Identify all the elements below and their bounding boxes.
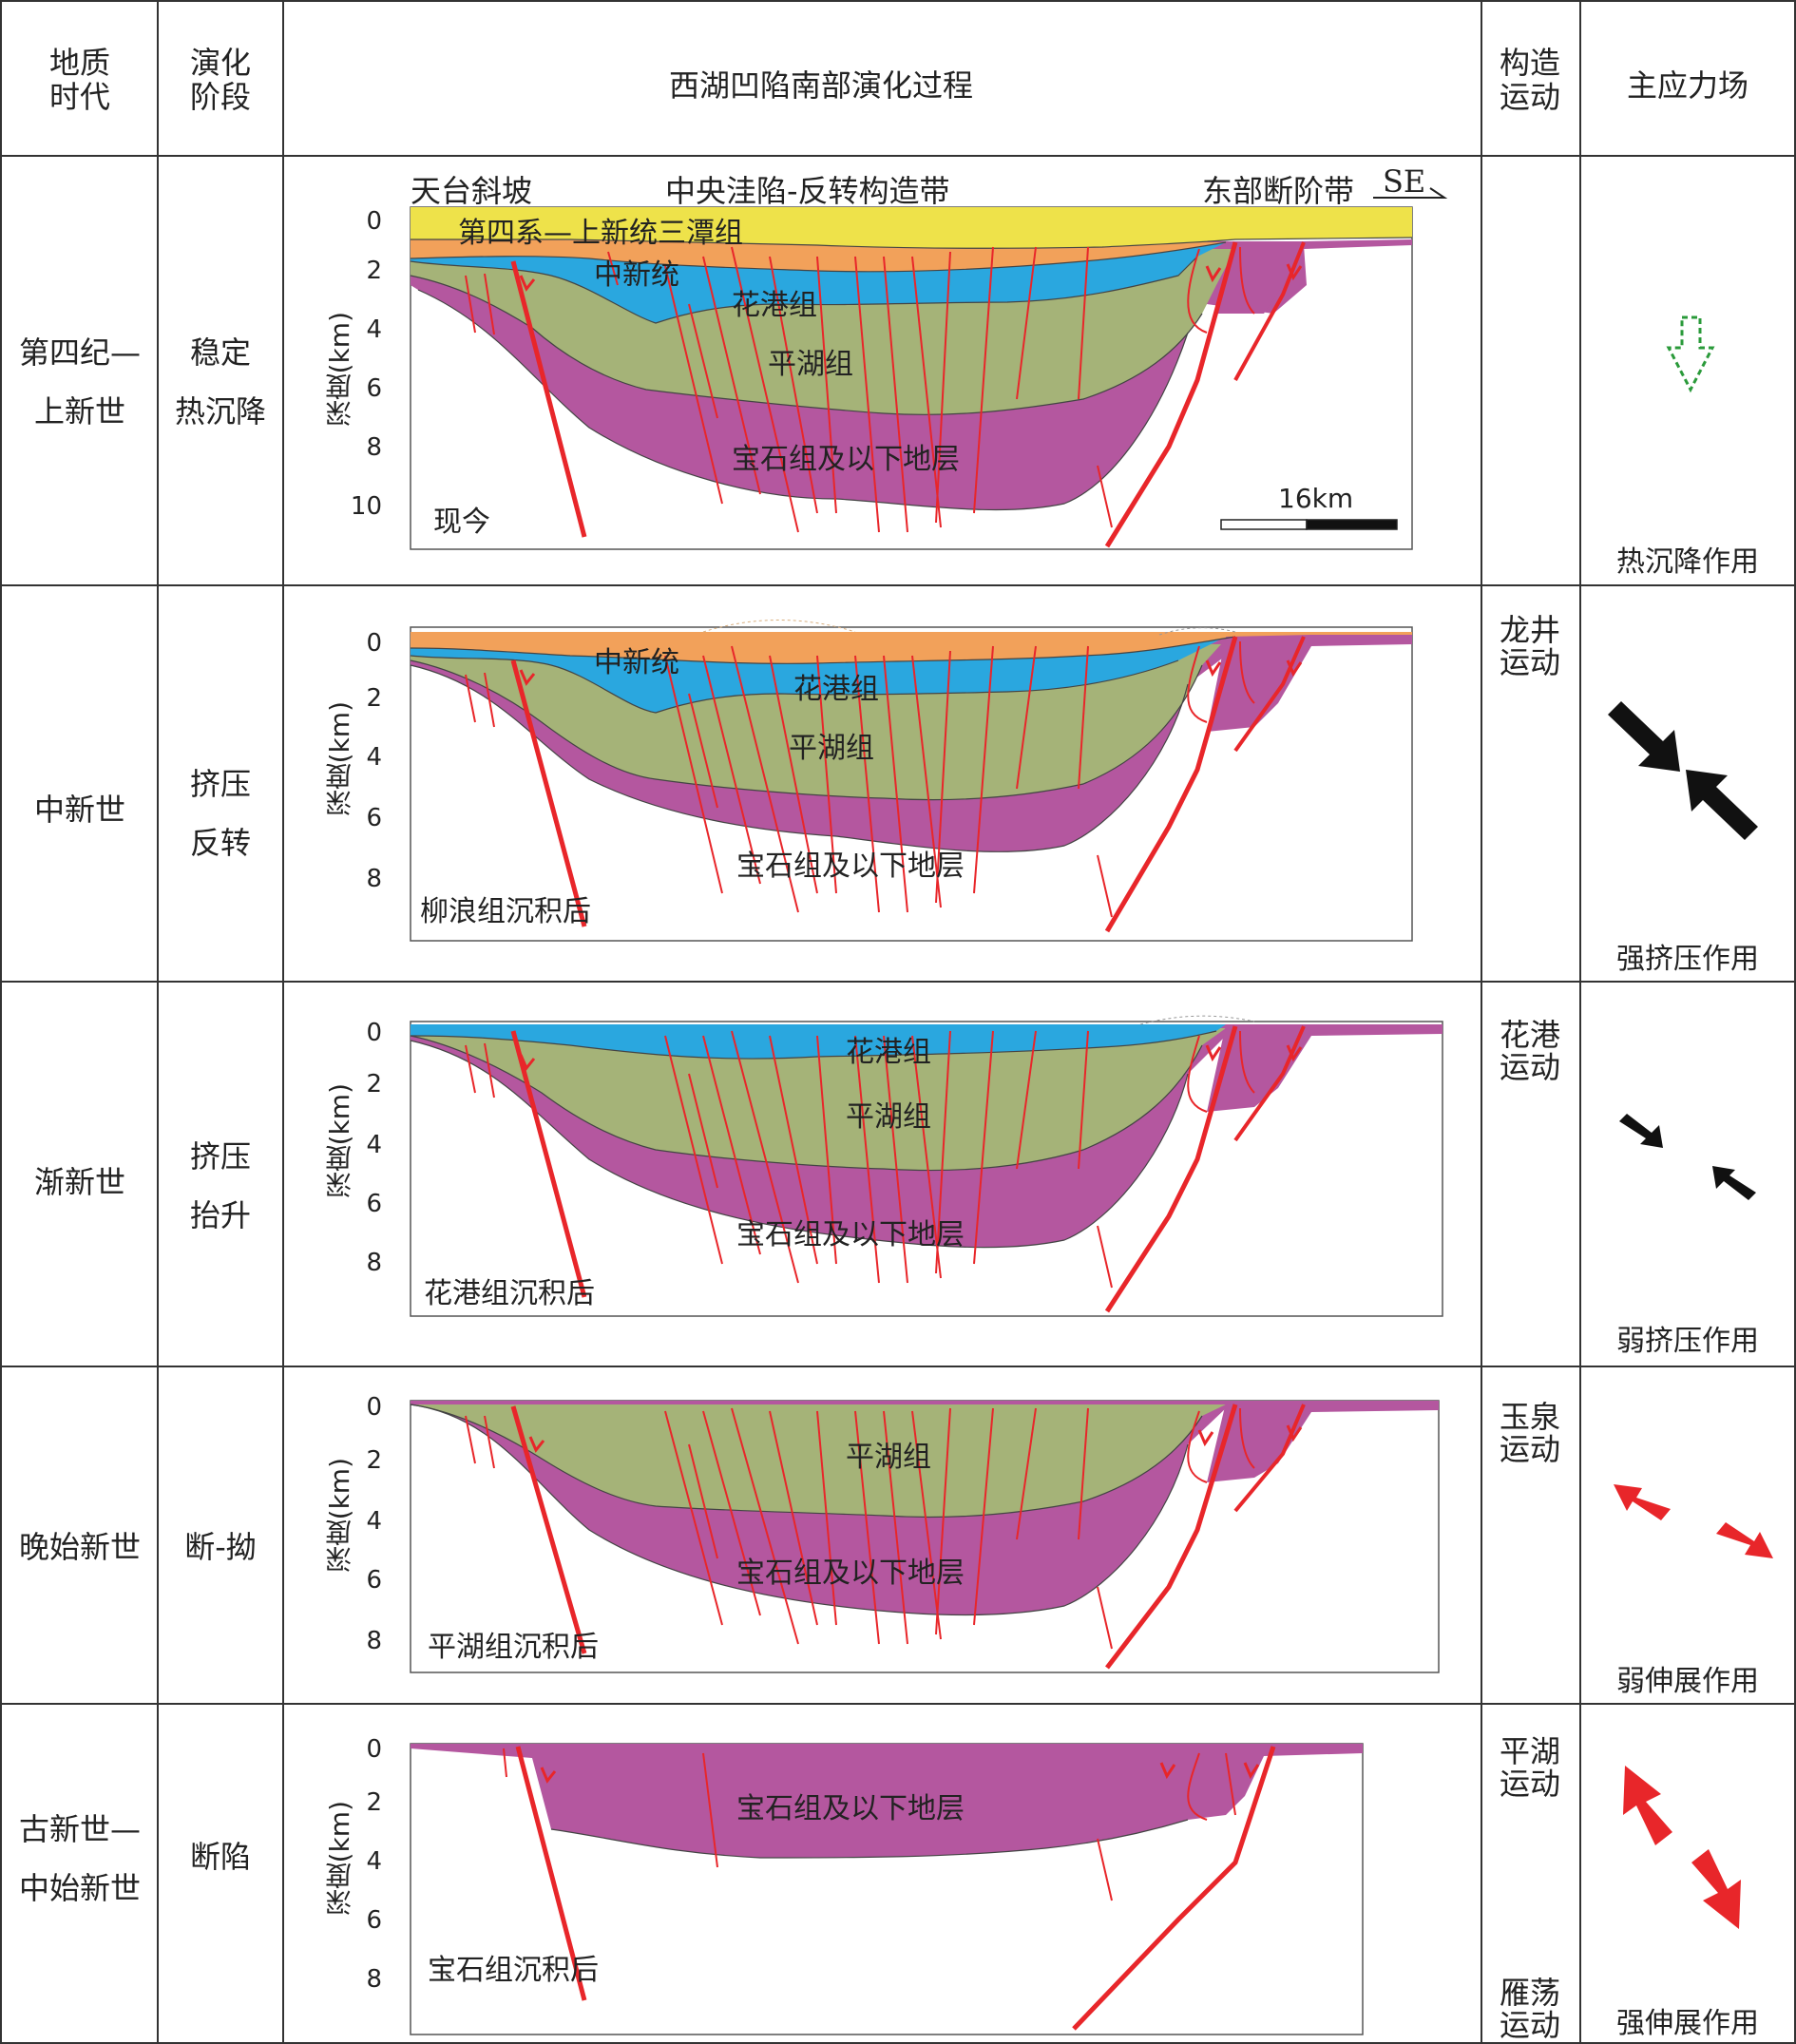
strong-compression-arrows-icon — [1608, 701, 1758, 840]
row4-tectonic: 玉泉 运动 — [1499, 1399, 1561, 1467]
row2-stage: 挤压 反转 — [189, 766, 252, 861]
header-process: 西湖凹陷南部演化过程 — [668, 67, 974, 104]
tick: 0 — [366, 207, 382, 236]
scale-bar-label: 16km — [1278, 483, 1354, 514]
label-tiantai-slope: 天台斜坡 — [411, 173, 533, 209]
layer-label-quaternary: 第四系—上新统三潭组 — [458, 217, 743, 250]
tick: 8 — [366, 433, 382, 462]
layer-label-miocene: 中新统 — [594, 258, 679, 292]
layer-label-baoshi: 宝石组及以下地层 — [736, 850, 965, 883]
row5-force: 强伸展作用 — [1616, 2007, 1759, 2040]
label-eastern-fault-terrace: 东部断阶带 — [1202, 173, 1355, 209]
row1-force: 热沉降作用 — [1616, 545, 1759, 579]
tick: 0 — [366, 629, 382, 658]
tick: 4 — [366, 1131, 382, 1159]
tick: 0 — [366, 1393, 382, 1422]
row2-force: 强挤压作用 — [1616, 943, 1759, 976]
weak-compression-arrows-icon — [1619, 1114, 1756, 1200]
tick: 8 — [366, 1627, 382, 1655]
section-pinghu — [410, 1400, 1440, 1673]
row5-tectonic: 平湖 运动 — [1499, 1733, 1561, 1802]
row5-stage: 断陷 — [189, 1839, 252, 1875]
row3-force: 弱挤压作用 — [1616, 1325, 1759, 1358]
tick: 8 — [366, 865, 382, 893]
tick: 2 — [366, 684, 382, 713]
section-huagang — [410, 1015, 1443, 1317]
tick: 4 — [366, 743, 382, 772]
row5-era: 古新世— 中始新世 — [18, 1811, 142, 1906]
thermal-subsidence-arrow-icon — [1666, 315, 1715, 393]
tick: 10 — [350, 492, 382, 521]
tick: 8 — [366, 1249, 382, 1277]
tick: 0 — [366, 1019, 382, 1047]
panel-label-huagang: 花港组沉积后 — [424, 1277, 595, 1310]
row2-era: 中新世 — [33, 792, 126, 828]
tick: 6 — [366, 1566, 382, 1595]
row5-tectonic-2: 雁荡 运动 — [1499, 1975, 1561, 2043]
row2-tectonic: 龙井 运动 — [1499, 612, 1561, 680]
row3-era: 渐新世 — [33, 1164, 126, 1200]
tick: 6 — [366, 1906, 382, 1935]
header-tectonic: 构造 运动 — [1499, 45, 1561, 115]
tick: 4 — [366, 1507, 382, 1536]
row1-era: 第四纪— 上新世 — [18, 334, 142, 430]
tick: 6 — [366, 1190, 382, 1218]
panel-label-present: 现今 — [433, 506, 490, 539]
section-baoshi — [410, 1743, 1364, 2035]
row3-tectonic: 花港 运动 — [1499, 1017, 1561, 1085]
row4-stage: 断-拗 — [184, 1529, 257, 1565]
row3-stage: 挤压 抬升 — [189, 1138, 252, 1233]
layer-label-baoshi: 宝石组及以下地层 — [736, 1557, 965, 1590]
layer-label-pinghu: 平湖组 — [846, 1441, 931, 1474]
header-stress: 主应力场 — [1626, 67, 1749, 104]
panel-label-pinghu: 平湖组沉积后 — [428, 1631, 599, 1664]
header-era: 地质 时代 — [48, 45, 111, 115]
strong-extension-arrows-icon — [1623, 1766, 1741, 1929]
tick: 6 — [366, 374, 382, 403]
layer-label-pinghu: 平湖组 — [846, 1100, 931, 1134]
label-central-depression: 中央洼陷-反转构造带 — [665, 173, 950, 209]
tick: 8 — [366, 1965, 382, 1994]
tick: 2 — [366, 257, 382, 285]
tick: 4 — [366, 315, 382, 344]
tick: 0 — [366, 1735, 382, 1764]
row4-era: 晚始新世 — [18, 1529, 142, 1565]
panel-label-liulang: 柳浪组沉积后 — [420, 895, 591, 928]
layer-label-baoshi: 宝石组及以下地层 — [736, 1792, 965, 1825]
weak-extension-arrows-icon — [1614, 1484, 1773, 1558]
tick: 2 — [366, 1788, 382, 1817]
label-direction-se: SE — [1383, 163, 1426, 200]
tick: 6 — [366, 804, 382, 832]
layer-label-baoshi: 宝石组及以下地层 — [732, 443, 960, 476]
header-stage: 演化 阶段 — [189, 45, 252, 115]
section-liulang — [410, 620, 1413, 942]
section-present — [410, 187, 1448, 550]
layer-label-huagang: 花港组 — [793, 673, 879, 706]
layer-label-miocene: 中新统 — [594, 646, 679, 679]
layer-label-pinghu: 平湖组 — [768, 348, 853, 381]
layer-label-huagang: 花港组 — [732, 289, 817, 322]
tick: 4 — [366, 1847, 382, 1876]
tick: 2 — [366, 1070, 382, 1098]
row4-force: 弱伸展作用 — [1616, 1665, 1759, 1698]
tick: 2 — [366, 1446, 382, 1475]
layer-label-huagang: 花港组 — [846, 1036, 931, 1069]
layer-label-baoshi: 宝石组及以下地层 — [736, 1218, 965, 1251]
layer-label-pinghu: 平湖组 — [789, 732, 874, 765]
panel-label-baoshi: 宝石组沉积后 — [428, 1954, 599, 1987]
row1-stage: 稳定 热沉降 — [174, 334, 267, 430]
